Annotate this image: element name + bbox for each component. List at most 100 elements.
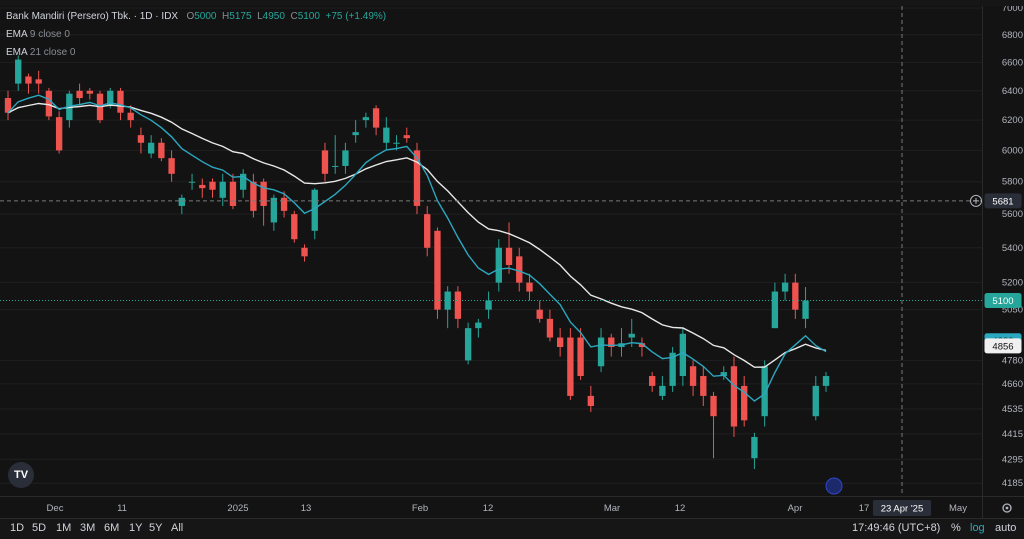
candle xyxy=(669,346,676,392)
add-alert-icon xyxy=(970,194,982,207)
candle-body xyxy=(536,309,543,319)
crosshair-price-badge: 5681 xyxy=(984,193,1022,209)
candle xyxy=(321,142,329,182)
time-axis[interactable]: Dec 11 2025 13 Feb 12 Mar 12 Apr 17 May 23 Apr '25 xyxy=(0,496,982,519)
price-tick-label: 7000 xyxy=(1002,6,1023,14)
candle xyxy=(556,328,564,357)
price-tick-label: 4185 xyxy=(1002,478,1023,489)
candle xyxy=(505,222,513,274)
candle-body xyxy=(137,135,145,143)
candle xyxy=(679,328,687,386)
price-axis[interactable]: 7000 6800 6600 6400 6200 6000 5800 5600 5400 5200… xyxy=(982,6,1024,496)
candle-body xyxy=(505,247,513,266)
timeframe-1m[interactable]: 1M xyxy=(56,522,72,534)
candle-body xyxy=(454,291,462,319)
candle-body xyxy=(710,395,717,417)
candle xyxy=(86,87,93,100)
candle xyxy=(199,178,206,198)
candle-body xyxy=(209,181,216,190)
candle-body xyxy=(250,181,257,211)
candle xyxy=(383,117,390,151)
candle-body xyxy=(792,282,799,310)
tradingview-logo[interactable]: TV xyxy=(8,462,34,488)
price-tick-label: 6200 xyxy=(1002,115,1023,126)
candle xyxy=(424,205,431,257)
candle-body xyxy=(342,150,349,166)
candle xyxy=(751,432,758,470)
timeframe-1y[interactable]: 1Y xyxy=(129,522,143,534)
candle-body xyxy=(628,333,635,338)
candle xyxy=(577,328,584,380)
event-marker-icon xyxy=(825,477,843,495)
time-tick-label: Feb xyxy=(412,503,428,514)
candle-body xyxy=(372,108,380,128)
ema21-legend[interactable]: EMA 21 close 0 xyxy=(6,46,76,60)
clock-display[interactable]: 17:49:46 (UTC+8) xyxy=(852,522,941,534)
timeframe-1d[interactable]: 1D xyxy=(10,522,25,534)
time-tick-label: Mar xyxy=(604,503,620,514)
time-tick-label: 11 xyxy=(117,503,127,514)
candle-body xyxy=(556,337,564,347)
price-tick-label: 6400 xyxy=(1002,86,1023,97)
candle-body xyxy=(516,256,523,283)
candle-body xyxy=(700,376,707,396)
settings-icon[interactable] xyxy=(983,497,1024,519)
price-tick-label: 5400 xyxy=(1002,243,1023,254)
candle xyxy=(291,210,298,243)
candle xyxy=(55,111,63,154)
timeframe-5y[interactable]: 5Y xyxy=(149,522,163,534)
candle xyxy=(403,127,410,143)
candle xyxy=(741,376,748,427)
symbol-legend: Bank Mandiri (Persero) Tbk. · 1D · IDX O… xyxy=(6,10,386,24)
candle xyxy=(342,142,349,174)
ema9-legend[interactable]: EMA 9 close 0 xyxy=(6,28,70,42)
price-axis-scale: 7000 6800 6600 6400 6200 6000 5800 5600 5400 5200… xyxy=(984,6,1023,489)
candle xyxy=(332,135,339,174)
candle-body xyxy=(168,158,175,174)
timeframe-all[interactable]: All xyxy=(171,522,184,534)
candle xyxy=(618,328,625,357)
candle-body xyxy=(321,150,329,174)
ema9-line xyxy=(7,94,827,402)
axis-settings[interactable] xyxy=(982,496,1024,519)
price-tick-label: 4660 xyxy=(1002,379,1023,390)
log-scale-toggle[interactable]: log xyxy=(970,522,985,534)
time-tick-label: 17 xyxy=(859,503,870,514)
candle xyxy=(25,73,32,94)
candle-body xyxy=(127,112,134,121)
candle-body xyxy=(659,385,666,396)
candle-body xyxy=(280,197,288,211)
candle-body xyxy=(495,247,502,283)
price-tick-label: 5050 xyxy=(1002,305,1023,316)
symbol-title[interactable]: Bank Mandiri (Persero) Tbk. · 1D · IDX xyxy=(6,11,179,22)
candle xyxy=(781,273,789,301)
price-chart[interactable] xyxy=(0,6,982,496)
time-tick-label: 12 xyxy=(675,503,686,514)
candle-body xyxy=(35,79,42,84)
timeframe-3m[interactable]: 3M xyxy=(80,522,96,534)
candle xyxy=(352,120,359,143)
price-tick-label: 5800 xyxy=(1002,177,1023,188)
candle xyxy=(35,70,42,94)
candle xyxy=(444,286,451,329)
crosshair-time-badge: 23 Apr '25 xyxy=(873,500,931,516)
candle-body xyxy=(219,181,226,198)
timeframe-6m[interactable]: 6M xyxy=(104,522,120,534)
candle xyxy=(158,138,165,162)
auto-scale-toggle[interactable]: auto xyxy=(995,522,1017,534)
candle xyxy=(638,337,646,357)
candle xyxy=(362,112,370,128)
candle xyxy=(15,55,22,91)
candle-body xyxy=(332,165,339,167)
candle xyxy=(209,178,216,198)
candle-body xyxy=(4,98,12,113)
timeframe-5d[interactable]: 5D xyxy=(32,522,47,534)
candle xyxy=(372,105,380,136)
chart-pane[interactable]: Bank Mandiri (Persero) Tbk. · 1D · IDX O… xyxy=(0,6,982,496)
price-tick-label: 4415 xyxy=(1002,429,1023,440)
candle-body xyxy=(741,385,748,421)
price-tick-label: 6000 xyxy=(1002,145,1023,156)
percent-scale-toggle[interactable]: % xyxy=(951,522,961,534)
candle-body xyxy=(260,181,267,206)
candle-body xyxy=(567,337,574,396)
